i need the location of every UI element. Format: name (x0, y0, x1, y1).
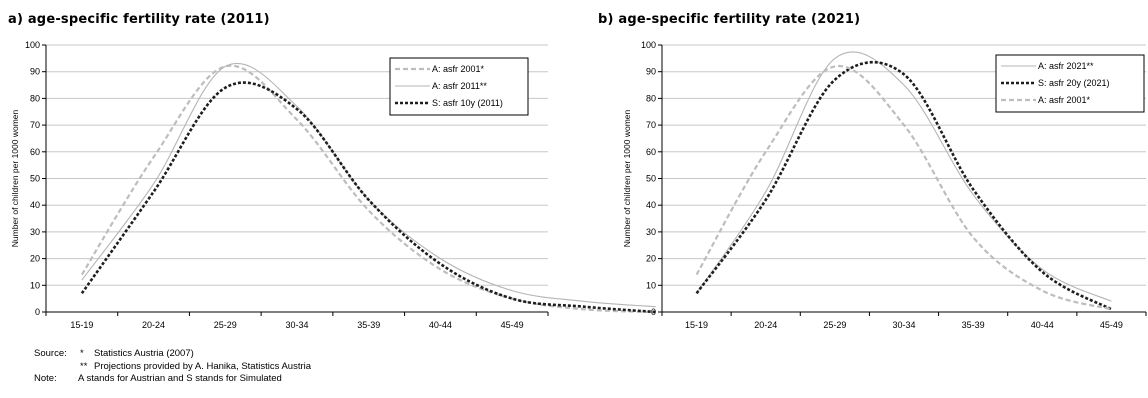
legend: A: asfr 2001* A: asfr 2011** S: asfr 10y (… (389, 57, 529, 116)
source-text: Projections provided by A. Hanika, Stati… (94, 360, 312, 372)
legend-label: S: asfr 20y (2021) (1038, 78, 1110, 88)
x-tick-label: 45-49 (1100, 320, 1123, 330)
chart-panel-b: b) age-specific fertility rate (2021) 0 1… (590, 0, 1148, 398)
x-tick-label: 40-44 (429, 320, 452, 330)
y-tick-label: 30 (646, 227, 656, 237)
x-tick-label: 40-44 (1031, 320, 1054, 330)
y-tick-label: 60 (646, 147, 656, 157)
x-tick-label: 20-24 (142, 320, 165, 330)
y-tick-label: 50 (646, 174, 656, 184)
y-tick-label: 20 (646, 254, 656, 264)
y-tick-label: 60 (30, 147, 40, 157)
series-line (696, 51, 1112, 302)
legend-label: A: asfr 2021** (1038, 61, 1094, 71)
line-chart-2021: 0 10 20 30 40 50 60 70 80 90 100 15-19 20-24 25-29 30-… (622, 40, 1147, 330)
x-tick-label: 35-39 (962, 320, 985, 330)
y-tick-label: 20 (30, 254, 40, 264)
x-tick-label: 15-19 (70, 320, 93, 330)
y-tick-label: 10 (30, 280, 40, 290)
footnote-mark: ** (80, 360, 88, 372)
source-label: Source: (34, 348, 67, 359)
note-label: Note: (34, 373, 57, 384)
y-axis-label: Number of children per 1000 women (10, 109, 20, 247)
y-tick-label: 0 (35, 307, 40, 317)
chart-title: b) age-specific fertility rate (2021) (598, 12, 861, 27)
y-tick-label: 100 (641, 40, 656, 50)
series-line (81, 62, 656, 308)
footnote-mark: * (80, 348, 84, 359)
y-tick-label: 50 (30, 174, 40, 184)
series-line (695, 61, 1113, 311)
chart-panel-a: a) age-specific fertility rate (2011) 0 1… (0, 0, 656, 398)
y-axis-label: Number of children per 1000 women (622, 109, 632, 247)
x-tick-label: 25-29 (823, 320, 846, 330)
series-line (80, 81, 656, 314)
y-tick-label: 80 (646, 93, 656, 103)
y-tick-label: 90 (646, 67, 656, 77)
y-tick-label: 70 (646, 120, 656, 130)
source-text: Statistics Austria (2007) (94, 348, 194, 359)
x-tick-label: 20-24 (754, 320, 777, 330)
note-text: A stands for Austrian and S stands for S… (78, 373, 282, 384)
legend-label: A: asfr 2001* (432, 64, 485, 74)
y-tick-label: 80 (30, 93, 40, 103)
y-tick-label: 40 (30, 200, 40, 210)
y-tick-label: 90 (30, 67, 40, 77)
legend-label: A: asfr 2001* (1038, 95, 1091, 105)
y-tick-label: 70 (30, 120, 40, 130)
y-tick-label: 40 (646, 200, 656, 210)
y-tick-label: 30 (30, 227, 40, 237)
chart-title: a) age-specific fertility rate (2011) (8, 12, 270, 27)
x-tick-label: 25-29 (214, 320, 237, 330)
x-tick-label: 30-34 (285, 320, 308, 330)
legend-box (995, 54, 1145, 113)
legend: A: asfr 2021** S: asfr 20y (2021) A: asfr … (995, 54, 1145, 113)
legend-label: A: asfr 2011** (432, 81, 487, 91)
x-tick-label: 30-34 (892, 320, 915, 330)
series-line (695, 65, 1112, 311)
series-line (80, 64, 656, 314)
legend-label: S: asfr 10y (2011) (432, 98, 503, 108)
x-tick-label: 35-39 (357, 320, 380, 330)
y-tick-label: 10 (646, 280, 656, 290)
y-tick-label: 100 (25, 40, 40, 50)
x-tick-label: 15-19 (685, 320, 708, 330)
y-tick-label: 0 (651, 307, 656, 317)
x-tick-label: 45-49 (501, 320, 524, 330)
